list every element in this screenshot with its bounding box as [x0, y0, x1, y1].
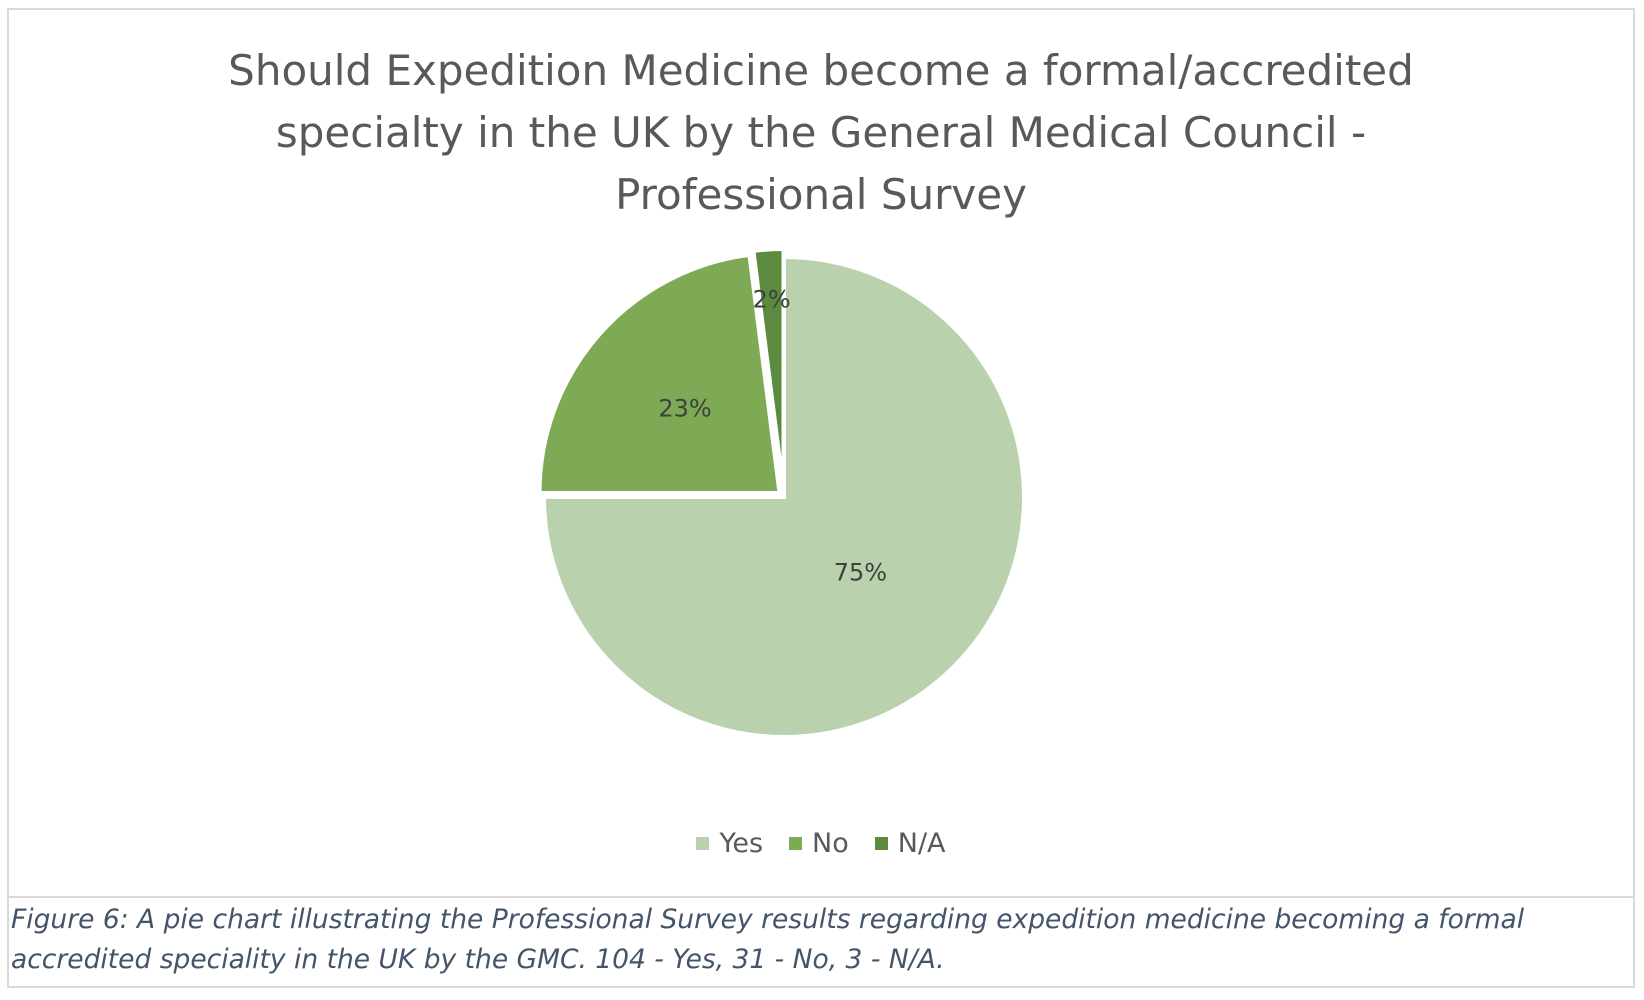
- data-label-na: 2%: [753, 286, 791, 314]
- legend-item-no: No: [789, 828, 849, 859]
- chart-frame: Should Expedition Medicine become a form…: [7, 8, 1635, 898]
- legend-item-yes: Yes: [696, 828, 763, 859]
- pie-slice-no: [537, 252, 782, 496]
- legend-swatch: [789, 837, 803, 850]
- pie-slice-na: [751, 247, 786, 490]
- legend-label: Yes: [719, 828, 764, 859]
- chart-title: Should Expedition Medicine become a form…: [228, 46, 1414, 219]
- legend-swatch: [874, 837, 888, 850]
- pie-chart: 75% 23% 2%: [537, 247, 1026, 739]
- legend-item-na: N/A: [874, 828, 946, 859]
- chart-legend: Yes No N/A: [9, 828, 1633, 859]
- caption-box: Figure 6: A pie chart illustrating the P…: [7, 896, 1635, 988]
- data-label-yes: 75%: [834, 558, 887, 586]
- legend-swatch: [696, 837, 710, 850]
- legend-label: No: [812, 828, 849, 859]
- data-label-no: 23%: [658, 395, 711, 423]
- figure-caption: Figure 6: A pie chart illustrating the P…: [11, 904, 1525, 975]
- legend-label: N/A: [897, 828, 946, 859]
- pie-slice-yes: [541, 254, 1026, 739]
